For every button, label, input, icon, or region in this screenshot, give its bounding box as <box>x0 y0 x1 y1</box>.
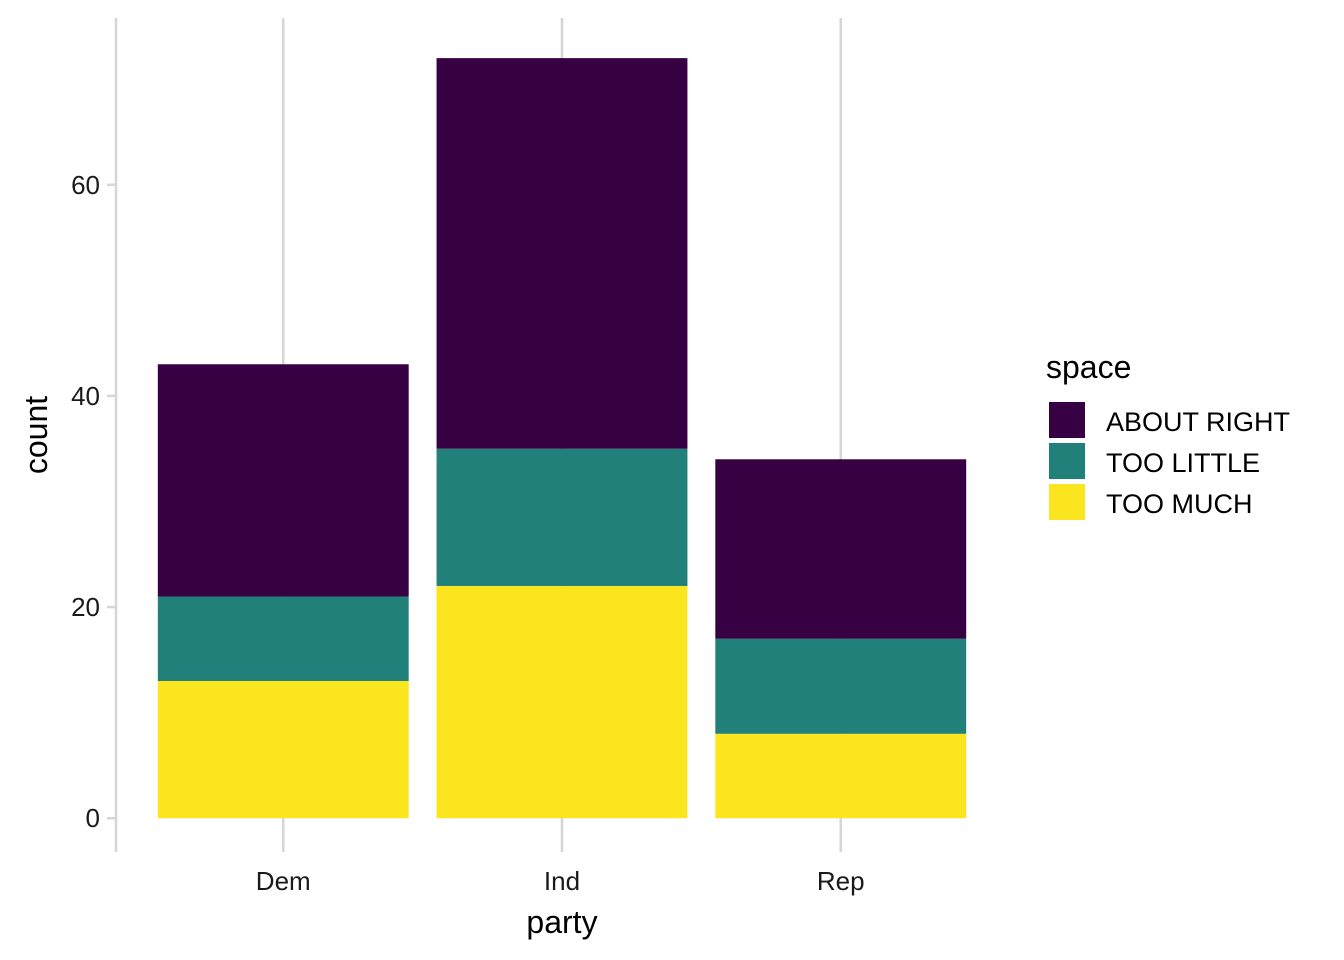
legend-key-too-much <box>1049 484 1085 520</box>
legend-key-about-right <box>1049 402 1085 438</box>
bar-segment-ind-too-much <box>436 585 688 819</box>
legend-label: ABOUT RIGHT <box>1106 407 1290 437</box>
bar-segment-rep-about-right <box>715 459 967 639</box>
x-tick-label: Rep <box>817 866 865 896</box>
bar-segment-dem-too-much <box>157 680 409 819</box>
bar-segment-dem-too-little <box>157 596 409 681</box>
y-axis-title: count <box>18 396 54 474</box>
x-tick-label: Dem <box>256 866 311 896</box>
y-tick-label: 40 <box>71 381 100 411</box>
bar-segment-rep-too-much <box>715 733 967 819</box>
bar-segment-ind-about-right <box>436 58 688 449</box>
bars-layer <box>157 58 967 819</box>
bar-segment-ind-too-little <box>436 448 688 586</box>
y-tick-label: 0 <box>86 803 100 833</box>
legend-label: TOO MUCH <box>1106 489 1253 519</box>
x-tick-label: Ind <box>544 866 580 896</box>
bar-segment-dem-about-right <box>157 364 409 597</box>
legend: space ABOUT RIGHT TOO LITTLE TOO MUCH <box>1046 349 1290 520</box>
y-tick-label: 20 <box>71 592 100 622</box>
axis-layer: 0 20 40 60 Dem Ind Rep <box>71 18 865 896</box>
legend-key-too-little <box>1049 443 1085 479</box>
y-tick-label: 60 <box>71 170 100 200</box>
bar-segment-rep-too-little <box>715 638 967 734</box>
x-axis-title: party <box>526 904 597 940</box>
legend-label: TOO LITTLE <box>1106 448 1260 478</box>
legend-title: space <box>1046 349 1131 385</box>
